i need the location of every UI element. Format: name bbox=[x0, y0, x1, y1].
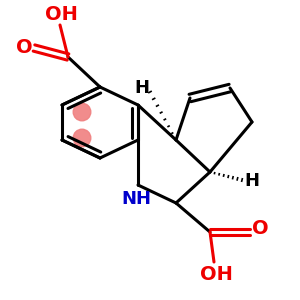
Text: NH: NH bbox=[121, 190, 151, 208]
Text: O: O bbox=[252, 220, 268, 238]
Text: OH: OH bbox=[45, 5, 77, 25]
Text: O: O bbox=[16, 38, 32, 56]
Text: H: H bbox=[134, 79, 149, 97]
Circle shape bbox=[73, 103, 91, 121]
Text: H: H bbox=[244, 172, 260, 190]
Circle shape bbox=[73, 129, 91, 147]
Text: OH: OH bbox=[200, 265, 232, 284]
